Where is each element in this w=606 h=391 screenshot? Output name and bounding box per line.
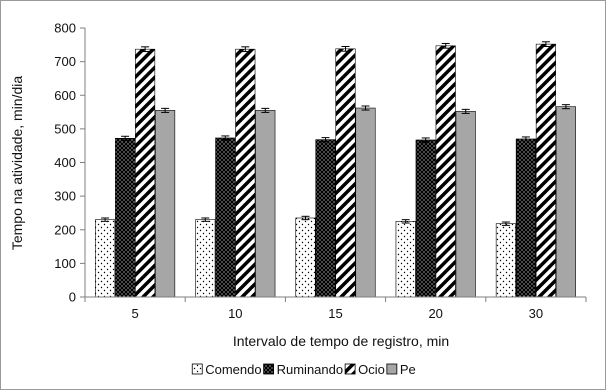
bar-ocio-5 xyxy=(135,48,156,298)
y-tick-label: 800 xyxy=(54,21,76,36)
bar-comendo-20 xyxy=(395,221,416,298)
bar-ruminando-30 xyxy=(515,138,536,298)
x-axis-label: Intervalo de tempo de registro, min xyxy=(233,333,449,349)
legend-swatch-pe xyxy=(386,363,398,375)
x-axis-ticks: 5 10 15 20 30 xyxy=(84,297,587,321)
y-tick-label: 700 xyxy=(54,54,76,69)
bar-ruminando-15 xyxy=(315,139,336,298)
bar-pe-5 xyxy=(155,110,176,298)
y-tick-label: 200 xyxy=(54,222,76,237)
y-tick-label: 600 xyxy=(54,88,76,103)
bar-ruminando-10 xyxy=(215,137,236,298)
legend-label-pe: Pe xyxy=(400,362,416,377)
bar-comendo-30 xyxy=(495,223,516,298)
bars-group xyxy=(95,41,576,298)
bar-pe-10 xyxy=(255,110,276,298)
y-tick-label: 0 xyxy=(69,290,76,305)
bar-pe-15 xyxy=(355,107,376,298)
x-tick-label: 5 xyxy=(131,306,138,321)
legend-label-ocio: Ocio xyxy=(358,362,385,377)
legend-label-ruminando: Ruminando xyxy=(277,362,344,377)
y-axis-label: Tempo na atividade, min/dia xyxy=(9,76,25,251)
y-axis-ticks: 0 100 200 300 400 500 600 700 800 xyxy=(54,21,85,305)
legend-swatch-ocio xyxy=(344,363,356,375)
legend: Comendo Ruminando Ocio Pe xyxy=(191,362,416,377)
y-tick-label: 300 xyxy=(54,189,76,204)
bar-ocio-15 xyxy=(335,48,356,298)
x-tick-label: 10 xyxy=(228,306,242,321)
x-tick-label: 15 xyxy=(328,306,342,321)
bar-comendo-10 xyxy=(195,219,216,298)
legend-swatch-comendo xyxy=(191,363,203,375)
y-tick-label: 400 xyxy=(54,155,76,170)
bar-pe-20 xyxy=(455,111,476,298)
x-tick-label: 30 xyxy=(529,306,543,321)
y-tick-label: 100 xyxy=(54,256,76,271)
bar-ocio-30 xyxy=(535,43,556,298)
bar-comendo-15 xyxy=(295,217,316,298)
legend-label-comendo: Comendo xyxy=(205,362,261,377)
bar-ruminando-20 xyxy=(415,139,436,298)
bar-ocio-10 xyxy=(235,48,256,298)
bar-ocio-20 xyxy=(435,45,456,298)
bar-pe-30 xyxy=(555,106,576,298)
x-tick-label: 20 xyxy=(428,306,442,321)
bar-ruminando-5 xyxy=(115,137,136,298)
bar-comendo-5 xyxy=(95,219,116,298)
legend-swatch-ruminando xyxy=(263,363,275,375)
y-tick-label: 500 xyxy=(54,121,76,136)
